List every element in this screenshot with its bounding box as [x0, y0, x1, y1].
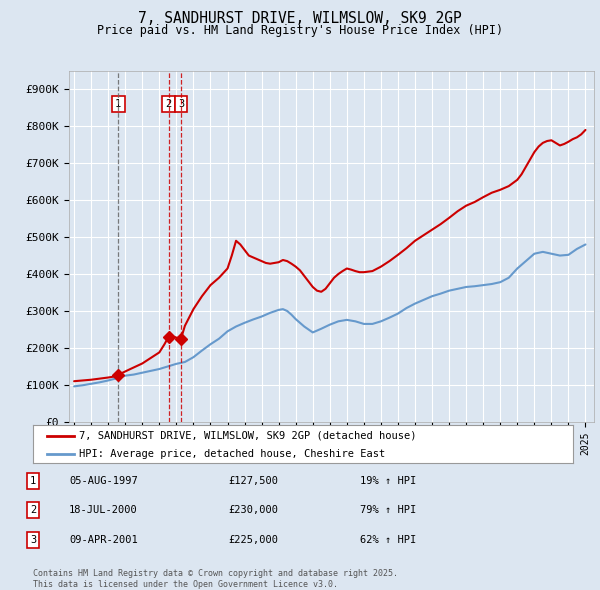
Text: HPI: Average price, detached house, Cheshire East: HPI: Average price, detached house, Ches…	[79, 448, 385, 458]
Text: 7, SANDHURST DRIVE, WILMSLOW, SK9 2GP: 7, SANDHURST DRIVE, WILMSLOW, SK9 2GP	[138, 11, 462, 25]
Text: 1: 1	[30, 476, 36, 486]
Text: 62% ↑ HPI: 62% ↑ HPI	[360, 535, 416, 545]
Text: 2: 2	[166, 99, 172, 109]
Text: 19% ↑ HPI: 19% ↑ HPI	[360, 476, 416, 486]
Text: Contains HM Land Registry data © Crown copyright and database right 2025.
This d: Contains HM Land Registry data © Crown c…	[33, 569, 398, 589]
Text: 3: 3	[30, 535, 36, 545]
Text: £127,500: £127,500	[228, 476, 278, 486]
Text: 1: 1	[115, 99, 121, 109]
Text: 3: 3	[178, 99, 184, 109]
Text: 7, SANDHURST DRIVE, WILMSLOW, SK9 2GP (detached house): 7, SANDHURST DRIVE, WILMSLOW, SK9 2GP (d…	[79, 431, 416, 441]
Text: £225,000: £225,000	[228, 535, 278, 545]
Text: 05-AUG-1997: 05-AUG-1997	[69, 476, 138, 486]
Text: 2: 2	[30, 506, 36, 515]
Text: 79% ↑ HPI: 79% ↑ HPI	[360, 506, 416, 515]
Text: Price paid vs. HM Land Registry's House Price Index (HPI): Price paid vs. HM Land Registry's House …	[97, 24, 503, 37]
Text: 18-JUL-2000: 18-JUL-2000	[69, 506, 138, 515]
Text: £230,000: £230,000	[228, 506, 278, 515]
Text: 09-APR-2001: 09-APR-2001	[69, 535, 138, 545]
